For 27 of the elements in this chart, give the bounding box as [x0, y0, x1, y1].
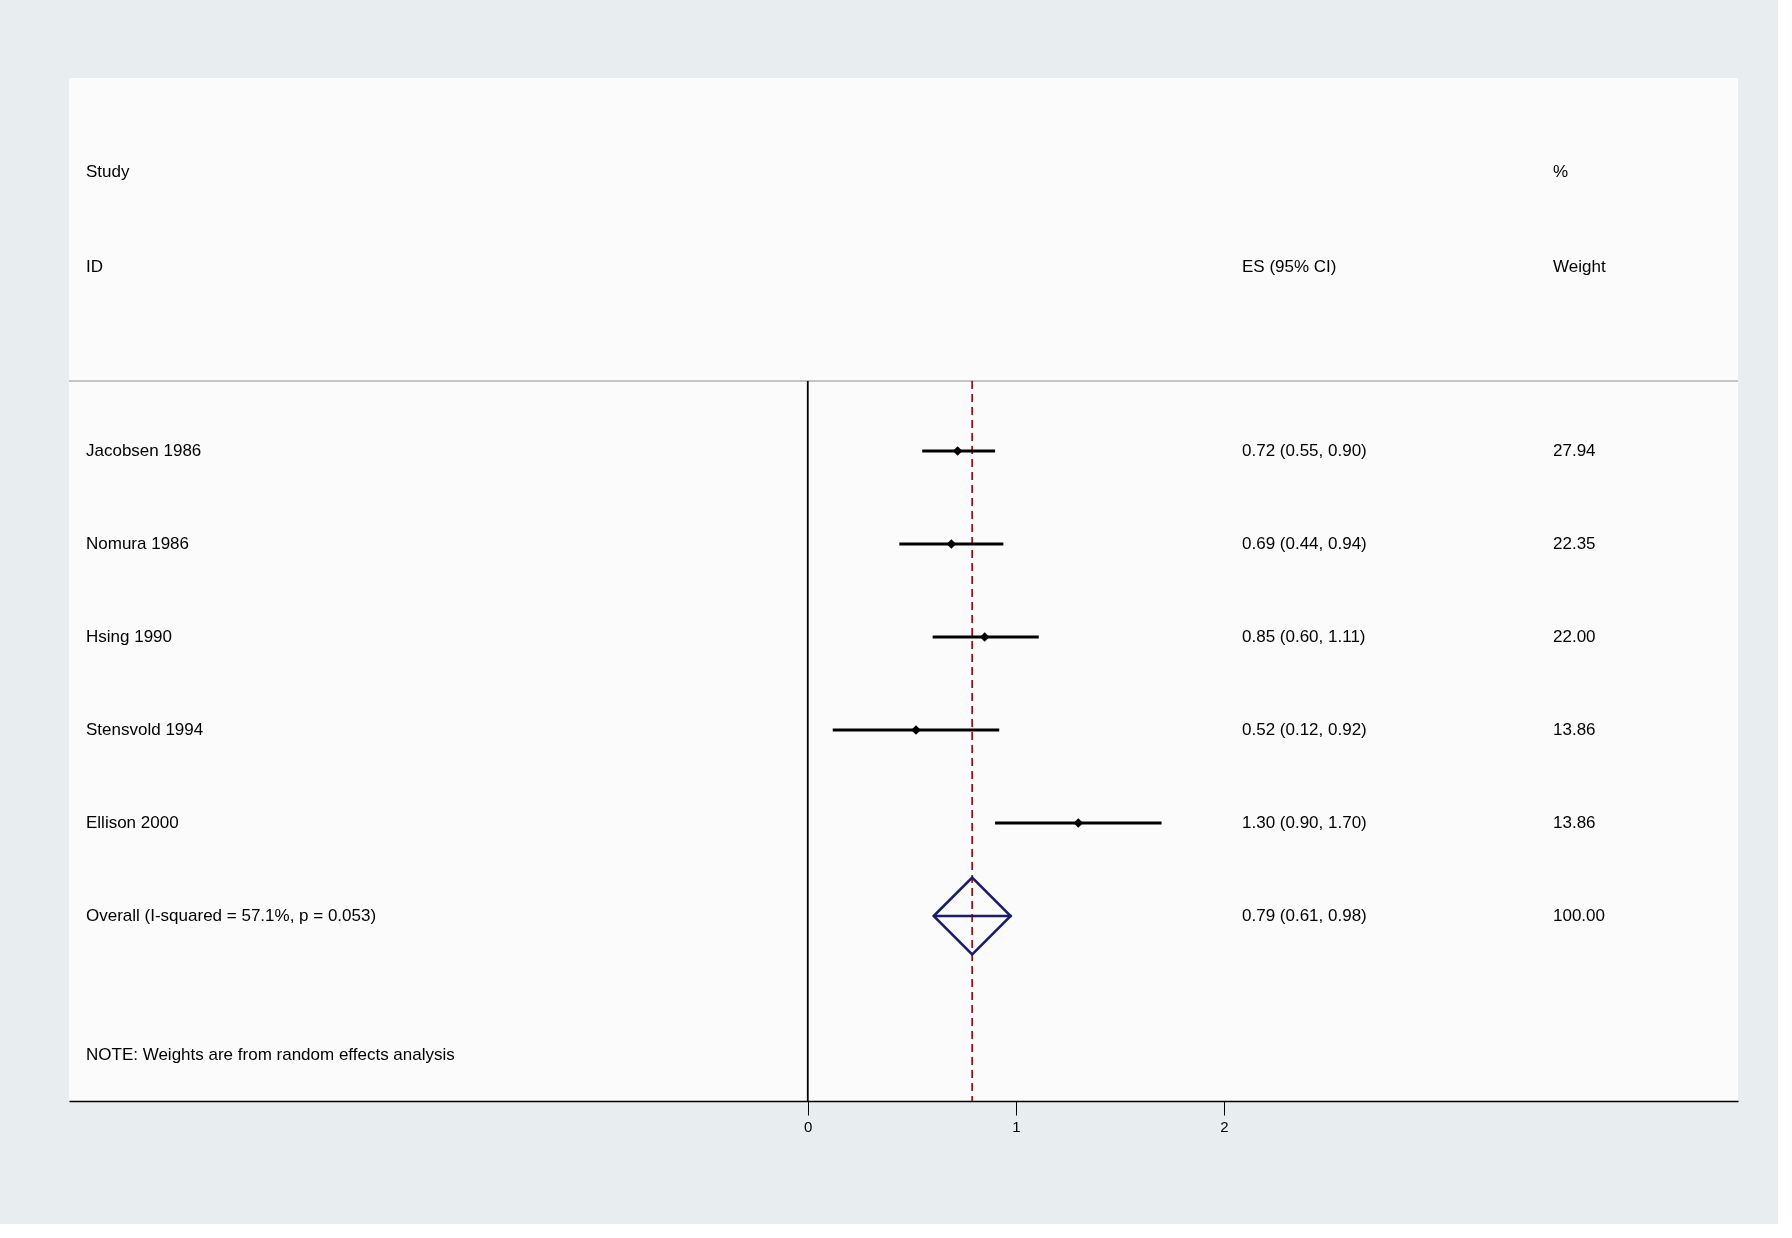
y-tick-label: Hsing 1990: [86, 627, 173, 646]
y-tick-label: Jacobsen 1986: [86, 441, 202, 460]
annotation: 0.79 (0.61, 0.98): [1242, 906, 1367, 925]
annotation: 22.35: [1553, 534, 1596, 553]
x-tick-label: 0: [804, 1117, 813, 1135]
y-tick-label: Ellison 2000: [86, 813, 179, 832]
text: Study: [86, 162, 130, 181]
text: %: [1553, 162, 1569, 181]
annotation: 0.52 (0.12, 0.92): [1242, 720, 1367, 739]
annotation: 22.00: [1553, 627, 1596, 646]
annotation: 0.85 (0.60, 1.11): [1242, 627, 1366, 646]
y-tick-label: Overall (I-squared = 57.1%, p = 0.053): [86, 906, 377, 925]
x-tick-label: 1: [1012, 1117, 1021, 1135]
annotation: 13.86: [1553, 813, 1596, 832]
text: ES (95% CI): [1242, 257, 1337, 276]
annotation: 27.94: [1553, 441, 1596, 460]
x-tick-label: 2: [1220, 1117, 1229, 1135]
text: ID: [86, 257, 103, 276]
text: NOTE: Weights are from random effects analysis: [86, 1045, 455, 1064]
annotation: 100.00: [1553, 906, 1605, 925]
y-tick-label: Nomura 1986: [86, 534, 190, 553]
annotation: 0.72 (0.55, 0.90): [1242, 441, 1367, 460]
annotation: 1.30 (0.90, 1.70): [1242, 813, 1367, 832]
y-tick-label: Stensvold 1994: [86, 720, 204, 739]
annotation: 13.86: [1553, 720, 1596, 739]
text: Weight: [1553, 257, 1606, 276]
annotation: 0.69 (0.44, 0.94): [1242, 534, 1367, 553]
